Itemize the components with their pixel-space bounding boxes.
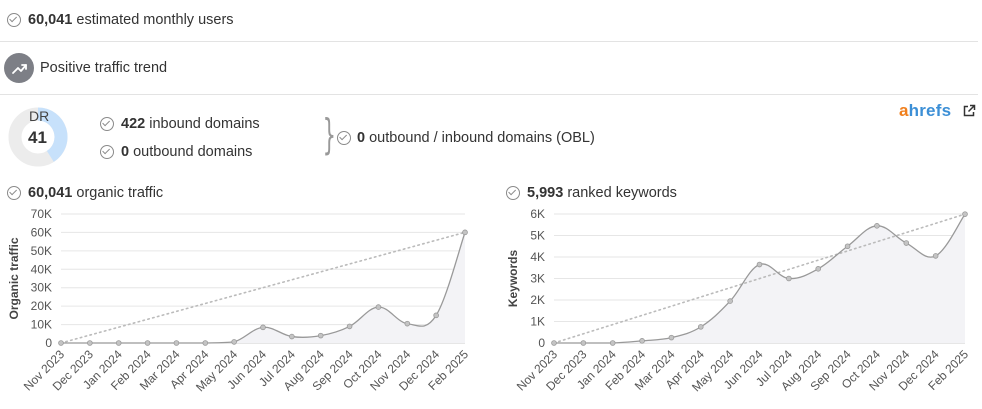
inbound-domains-line: 422 inbound domains [121,116,260,132]
ranked-keywords-header: 5,993 ranked keywords [527,185,677,201]
organic-traffic-label: organic traffic [76,185,164,201]
data-point[interactable] [317,332,324,339]
data-point[interactable] [289,333,295,340]
y-tick-label: 6K [530,207,545,221]
dr-label: DR [29,108,50,124]
obl-value: 0 [357,130,366,146]
data-point[interactable] [903,240,910,246]
inbound-domains-value: 422 [121,116,146,132]
monthly-users-label: estimated monthly users [76,12,234,28]
data-point[interactable] [962,211,968,217]
check-circle-icon [506,186,520,200]
data-point[interactable] [727,298,733,304]
domain-rating-gauge [5,107,71,167]
traffic-trend-label: Positive traffic trend [40,60,168,76]
data-point[interactable] [462,229,468,236]
inbound-domains-label: inbound domains [149,116,260,132]
curly-brace-icon: } [322,110,337,159]
organic-traffic-header: 60,041 organic traffic [28,185,163,201]
data-point[interactable] [580,340,587,346]
trending-up-icon [4,53,34,83]
y-tick-label: 70K [31,207,52,221]
monthly-users-row: 60,041 estimated monthly users [0,0,978,42]
y-tick-label: 10K [31,318,52,332]
monthly-users-value: 60,041 [28,12,73,28]
data-point[interactable] [87,340,93,346]
y-tick-label: 0 [538,336,545,350]
data-point[interactable] [551,340,557,346]
data-point[interactable] [346,323,353,330]
y-tick-label: 20K [31,299,52,313]
data-point[interactable] [144,340,151,346]
outbound-domains-label: outbound domains [133,144,253,160]
ranked-keywords-label: ranked keywords [567,185,677,201]
data-point[interactable] [639,338,645,344]
data-point[interactable] [202,340,209,346]
check-circle-icon [7,13,21,27]
obl-line: 0 outbound / inbound domains (OBL) [357,130,595,146]
y-tick-label: 60K [31,225,52,239]
trend-line [60,231,466,344]
data-point[interactable] [609,340,616,346]
monthly-users-line: 60,041 estimated monthly users [28,12,234,28]
external-link-icon[interactable] [962,104,976,118]
data-point[interactable] [115,340,122,346]
check-circle-icon [7,186,21,200]
data-point[interactable] [932,253,939,259]
data-point[interactable] [815,266,822,272]
data-point[interactable] [433,312,439,319]
y-axis-label: Organic traffic [7,237,21,319]
y-tick-label: 2K [530,293,545,307]
y-tick-label: 5K [530,229,545,243]
y-tick-label: 0 [45,336,52,350]
data-point[interactable] [173,340,180,346]
y-tick-label: 40K [31,262,52,276]
data-point[interactable] [58,340,64,346]
data-point[interactable] [260,324,266,331]
data-point[interactable] [404,320,411,327]
check-circle-icon [337,131,351,145]
y-tick-label: 50K [31,244,52,258]
ranked-keywords-value: 5,993 [527,185,564,201]
y-tick-label: 30K [31,281,52,295]
data-point[interactable] [375,304,382,310]
dr-value: 41 [28,128,47,147]
y-axis-label: Keywords [506,250,520,308]
check-circle-icon [100,117,114,131]
y-tick-label: 4K [530,250,545,264]
data-point[interactable] [874,223,880,229]
data-point[interactable] [231,339,237,345]
data-point[interactable] [697,324,704,330]
data-point[interactable] [756,261,763,268]
check-circle-icon [100,145,114,159]
traffic-trend-row: Positive traffic trend [0,42,978,95]
data-point[interactable] [844,243,851,250]
outbound-domains-value: 0 [121,144,130,160]
obl-label: outbound / inbound domains (OBL) [369,130,595,146]
y-tick-label: 3K [530,272,545,286]
data-point[interactable] [668,334,675,341]
y-tick-label: 1K [530,315,545,329]
outbound-domains-line: 0 outbound domains [121,144,252,160]
ahrefs-logo-link[interactable]: ahrefs [899,101,952,120]
organic-traffic-value: 60,041 [28,185,73,201]
trend-line [553,213,966,344]
data-point[interactable] [786,275,792,282]
